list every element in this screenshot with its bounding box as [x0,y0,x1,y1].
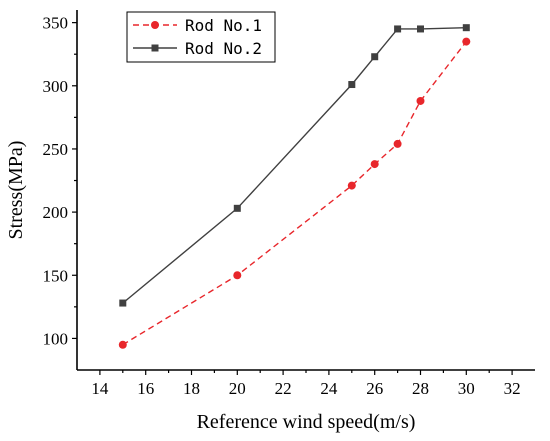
y-tick-label: 350 [43,14,69,33]
legend-marker [151,21,159,29]
series-2 [119,24,470,307]
series-1 [118,37,471,349]
data-point [394,25,402,33]
y-tick-label: 100 [43,329,69,348]
x-tick-label: 16 [137,379,154,398]
x-tick-label: 28 [412,379,429,398]
x-tick-label: 30 [458,379,475,398]
data-point [119,299,127,307]
legend-marker [151,44,159,52]
data-point [462,37,471,46]
y-tick-label: 150 [43,266,69,285]
series-layer [118,24,471,349]
x-tick-label: 14 [91,379,109,398]
x-tick-label: 20 [229,379,246,398]
x-axis-title: Reference wind speed(m/s) [197,411,416,433]
legend-box [126,11,276,63]
x-tick-label: 24 [320,379,338,398]
series-1-line [122,41,467,346]
legend-label: Rod No.1 [185,16,262,35]
legend-label: Rod No.2 [185,39,262,58]
x-tick-label: 22 [275,379,292,398]
data-point [393,139,402,148]
data-point [233,204,241,212]
data-point [347,181,356,190]
data-point [462,24,470,32]
y-tick-label: 200 [43,203,69,222]
y-tick-label: 300 [43,77,69,96]
series-2-line [122,27,467,304]
legend: Rod No.1 Rod No.2 [126,11,276,63]
x-tick-label: 32 [504,379,521,398]
x-tick-label: 26 [366,379,383,398]
data-point [371,53,379,61]
data-point [416,96,425,105]
y-tick-label: 250 [43,140,69,159]
data-point [233,271,242,280]
data-point [417,25,424,33]
data-point [370,160,379,169]
data-point [118,340,127,349]
axis-ticks: 14 16 18 20 22 24 26 28 30 32 100 150 200 250 300 350 [43,14,521,398]
axes [76,10,535,371]
data-point [348,81,356,89]
y-axis-title: Stress(MPa) [5,141,27,240]
x-tick-label: 18 [183,379,200,398]
